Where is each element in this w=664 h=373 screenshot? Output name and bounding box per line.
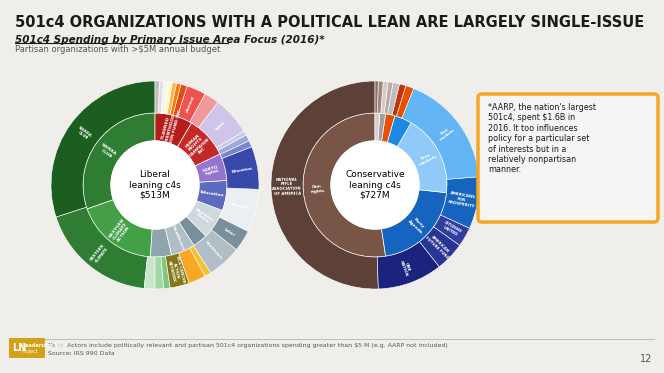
Text: NATIONAL
RIFLE
ASSOCIATION
OF AMERICA: NATIONAL RIFLE ASSOCIATION OF AMERICA [272, 177, 302, 195]
Wedge shape [179, 248, 205, 283]
Text: Abortion: Abortion [230, 203, 250, 211]
Wedge shape [179, 216, 206, 245]
Wedge shape [396, 86, 414, 118]
Wedge shape [375, 113, 380, 141]
Text: ACS CANCER
ACTION
NETWORK: ACS CANCER ACTION NETWORK [166, 256, 186, 285]
Text: Abortion
Policy: Abortion Policy [193, 207, 215, 226]
Wedge shape [186, 201, 222, 236]
Wedge shape [167, 82, 177, 115]
Wedge shape [195, 154, 227, 182]
Text: SIERRA
CLUB: SIERRA CLUB [98, 143, 118, 160]
Wedge shape [199, 102, 244, 148]
Wedge shape [222, 147, 259, 189]
Wedge shape [397, 123, 447, 193]
Wedge shape [190, 94, 218, 128]
Text: Liberal
leaning c4s
$513M: Liberal leaning c4s $513M [129, 170, 181, 200]
Wedge shape [161, 256, 170, 289]
Text: Education: Education [231, 167, 253, 174]
Text: Education: Education [200, 190, 225, 197]
Circle shape [331, 141, 419, 229]
Wedge shape [377, 242, 440, 289]
Text: Free
markets: Free markets [416, 150, 438, 167]
Wedge shape [271, 81, 378, 289]
Wedge shape [161, 81, 168, 113]
Text: lgbtq: lgbtq [214, 121, 226, 131]
Text: LN: LN [12, 343, 27, 353]
Wedge shape [165, 253, 189, 288]
Text: NEXTGEN
CLIMATE: NEXTGEN CLIMATE [90, 243, 110, 264]
Text: Healthcare: Healthcare [205, 240, 223, 261]
Wedge shape [216, 131, 246, 150]
Wedge shape [56, 207, 147, 288]
Text: Conservative
leaning c4s
$727M: Conservative leaning c4s $727M [345, 170, 405, 200]
Wedge shape [382, 190, 447, 256]
Text: PLANNED
PARENTHOOD
ACTION FUND INC: PLANNED PARENTHOOD ACTION FUND INC [158, 106, 183, 152]
Text: Source: IRS 990 Data: Source: IRS 990 Data [48, 351, 115, 356]
Text: 501c4 Spending by Primary Issue Area Focus (2016)*: 501c4 Spending by Primary Issue Area Foc… [15, 35, 325, 45]
Wedge shape [402, 88, 479, 179]
Wedge shape [173, 84, 187, 116]
Wedge shape [218, 135, 249, 154]
Wedge shape [220, 188, 259, 231]
Text: AMERICANS
FOR
PROSPERITY: AMERICANS FOR PROSPERITY [447, 191, 476, 209]
Wedge shape [83, 113, 155, 209]
Wedge shape [190, 246, 210, 276]
FancyBboxPatch shape [9, 338, 45, 358]
Wedge shape [387, 116, 411, 147]
FancyBboxPatch shape [478, 94, 658, 222]
Text: SIERRA
CLUB: SIERRA CLUB [75, 125, 93, 141]
Text: *AARP, the nation's largest
501c4, spent $1.6B in
2016. It too influences
policy: *AARP, the nation's largest 501c4, spent… [488, 103, 596, 175]
Text: NEXTGEN
CLIMATE
ACTION: NEXTGEN CLIMATE ACTION [108, 218, 132, 245]
Text: Project: Project [22, 350, 39, 354]
Text: HUMAN
RIGHTS
CAMPAIGN
INC: HUMAN RIGHTS CAMPAIGN INC [182, 131, 213, 161]
Text: planned: planned [185, 95, 195, 113]
Text: Partisan organizations with >$5M annual budget: Partisan organizations with >$5M annual … [15, 45, 220, 54]
Wedge shape [151, 228, 172, 257]
Wedge shape [211, 217, 248, 250]
Text: 12: 12 [639, 354, 652, 364]
Text: Free
markets: Free markets [436, 124, 456, 142]
Wedge shape [177, 86, 205, 122]
Wedge shape [384, 82, 393, 114]
Wedge shape [392, 84, 406, 116]
Wedge shape [377, 81, 383, 113]
Text: 501c4 ORGANIZATIONS WITH A POLITICAL LEAN ARE LARGELY SINGLE-ISSUE: 501c4 ORGANIZATIONS WITH A POLITICAL LEA… [15, 15, 644, 30]
Wedge shape [177, 123, 220, 166]
Wedge shape [164, 82, 173, 114]
Wedge shape [388, 82, 400, 115]
Wedge shape [155, 81, 159, 113]
Text: ONE
NATION: ONE NATION [398, 258, 412, 277]
Text: Labor: Labor [223, 227, 236, 237]
Text: Party
Agenda: Party Agenda [407, 216, 426, 235]
Wedge shape [220, 141, 252, 159]
Wedge shape [434, 215, 469, 245]
Wedge shape [165, 222, 194, 255]
Wedge shape [380, 81, 388, 114]
Wedge shape [158, 81, 164, 113]
Text: AMERICAN
FUTURE FUND: AMERICAN FUTURE FUND [424, 232, 453, 260]
Wedge shape [420, 227, 459, 267]
Wedge shape [51, 81, 155, 217]
Wedge shape [303, 113, 386, 257]
Wedge shape [144, 257, 155, 289]
Wedge shape [440, 177, 479, 228]
Wedge shape [155, 113, 191, 147]
Wedge shape [155, 257, 164, 289]
Wedge shape [382, 114, 395, 143]
Text: Gun
rights: Gun rights [309, 185, 325, 194]
Wedge shape [375, 81, 378, 113]
Wedge shape [87, 200, 152, 257]
Wedge shape [194, 230, 236, 273]
Circle shape [111, 141, 199, 229]
Text: LGBTQ
rights: LGBTQ rights [202, 164, 220, 177]
Text: Note: Actors include politically relevant and partisan 501c4 organizations spend: Note: Actors include politically relevan… [48, 343, 448, 348]
Text: Leadership Now: Leadership Now [22, 342, 66, 348]
Wedge shape [170, 83, 181, 115]
Wedge shape [196, 181, 227, 210]
Text: CITIZENS
UNITED: CITIZENS UNITED [440, 220, 462, 238]
Wedge shape [378, 113, 386, 141]
Text: Healthcare: Healthcare [171, 225, 185, 252]
